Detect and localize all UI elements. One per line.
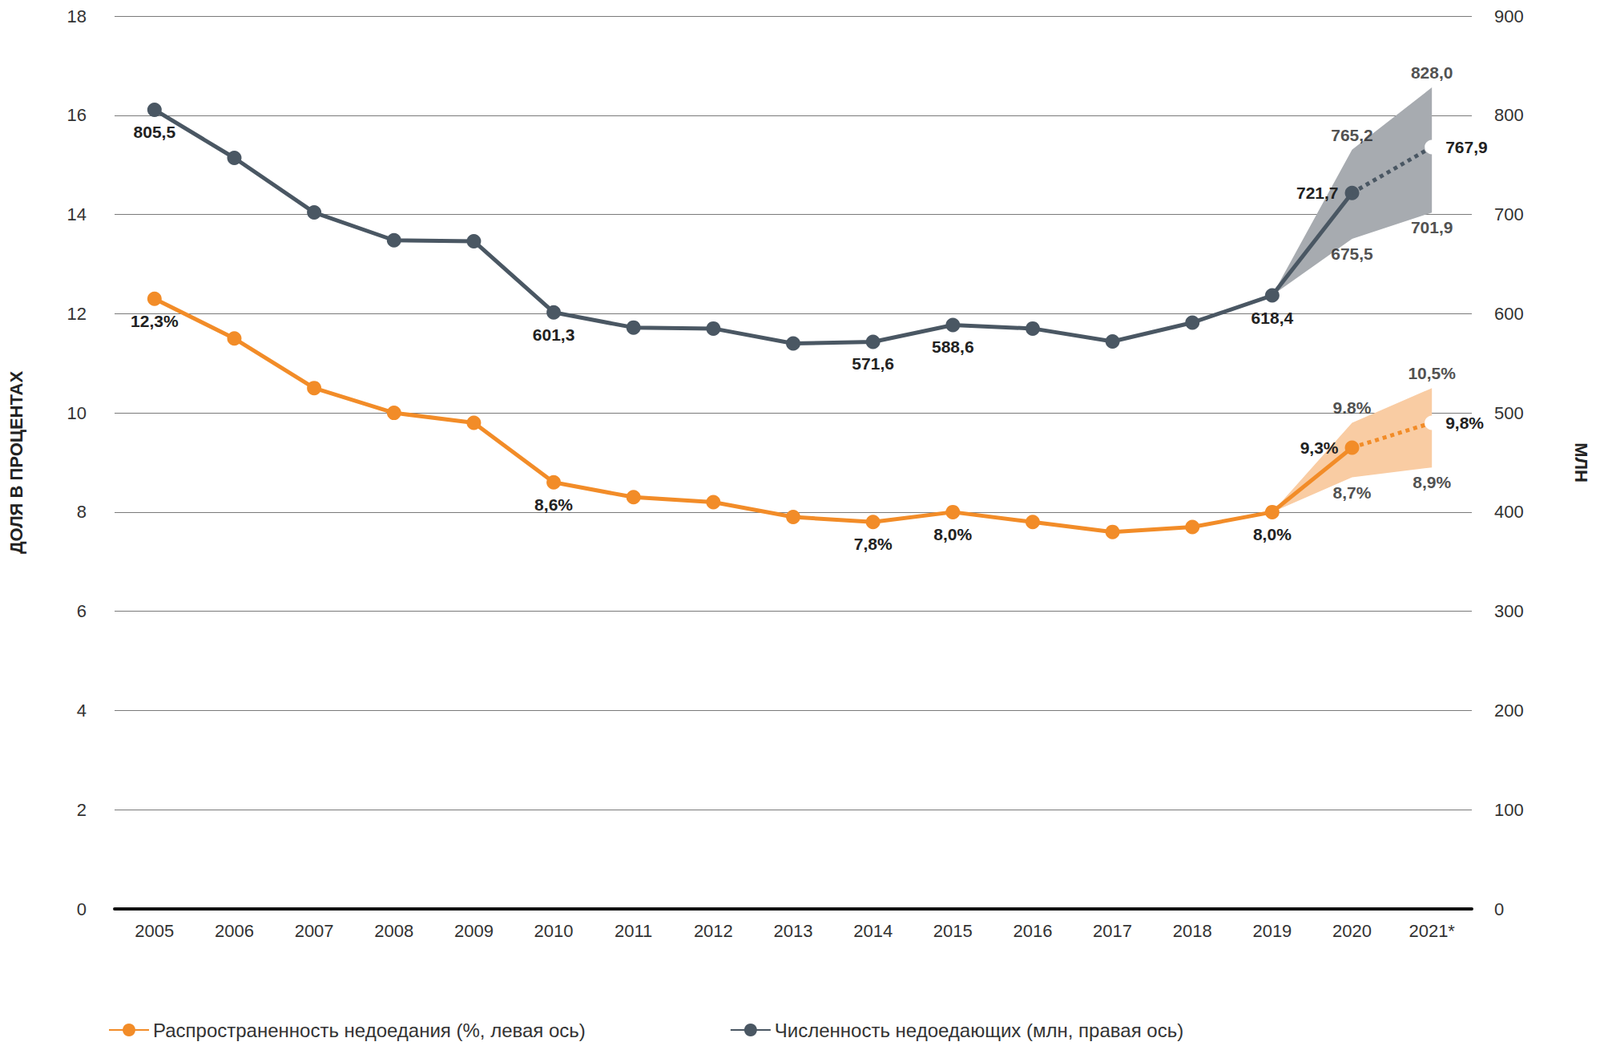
svg-text:0: 0 bbox=[1494, 898, 1504, 919]
svg-text:Распространенность недоедания: Распространенность недоедания (%, левая … bbox=[153, 1019, 586, 1041]
svg-text:10: 10 bbox=[67, 403, 87, 424]
svg-text:МЛН: МЛН bbox=[1571, 442, 1592, 483]
svg-text:701,9: 701,9 bbox=[1410, 217, 1454, 237]
svg-text:2006: 2006 bbox=[214, 920, 254, 941]
svg-text:8,0%: 8,0% bbox=[933, 524, 972, 544]
svg-text:12,3%: 12,3% bbox=[130, 311, 179, 331]
svg-text:2016: 2016 bbox=[1012, 920, 1052, 941]
svg-text:ДОЛЯ В ПРОЦЕНТАХ: ДОЛЯ В ПРОЦЕНТАХ bbox=[6, 370, 27, 554]
svg-text:2005: 2005 bbox=[134, 920, 174, 941]
svg-text:2017: 2017 bbox=[1092, 920, 1133, 941]
svg-text:2: 2 bbox=[76, 799, 87, 820]
svg-text:600: 600 bbox=[1494, 303, 1524, 324]
svg-text:400: 400 bbox=[1494, 501, 1524, 522]
svg-text:18: 18 bbox=[67, 6, 87, 27]
svg-text:8: 8 bbox=[76, 501, 87, 522]
svg-text:7,8%: 7,8% bbox=[854, 534, 893, 553]
svg-text:618,4: 618,4 bbox=[1251, 308, 1294, 327]
svg-text:2013: 2013 bbox=[773, 920, 814, 941]
svg-text:8,6%: 8,6% bbox=[534, 495, 573, 514]
svg-text:10,5%: 10,5% bbox=[1407, 363, 1456, 383]
svg-text:2012: 2012 bbox=[693, 920, 734, 941]
svg-text:805,5: 805,5 bbox=[133, 122, 177, 142]
svg-text:8,9%: 8,9% bbox=[1412, 472, 1451, 492]
svg-text:571,6: 571,6 bbox=[851, 354, 895, 373]
svg-text:2009: 2009 bbox=[454, 920, 494, 941]
svg-text:2014: 2014 bbox=[853, 920, 893, 941]
svg-text:12: 12 bbox=[67, 303, 87, 324]
svg-text:721,7: 721,7 bbox=[1296, 183, 1339, 202]
svg-text:200: 200 bbox=[1494, 700, 1524, 721]
svg-text:16: 16 bbox=[67, 104, 87, 125]
svg-text:765,2: 765,2 bbox=[1330, 125, 1374, 145]
svg-text:0: 0 bbox=[76, 898, 87, 919]
svg-text:2011: 2011 bbox=[614, 920, 653, 941]
svg-text:2015: 2015 bbox=[933, 920, 973, 941]
svg-text:588,6: 588,6 bbox=[931, 337, 975, 356]
svg-text:9,3%: 9,3% bbox=[1300, 438, 1339, 457]
svg-text:900: 900 bbox=[1494, 6, 1524, 27]
svg-text:9.8%: 9.8% bbox=[1333, 398, 1372, 417]
svg-text:6: 6 bbox=[76, 600, 87, 621]
svg-text:8,7%: 8,7% bbox=[1333, 483, 1372, 502]
svg-text:14: 14 bbox=[67, 204, 87, 225]
svg-text:2021*: 2021* bbox=[1408, 920, 1455, 941]
svg-text:Численность недоедающих (млн,: Численность недоедающих (млн, правая ось… bbox=[774, 1019, 1184, 1041]
svg-text:700: 700 bbox=[1494, 204, 1524, 225]
svg-text:675,5: 675,5 bbox=[1330, 244, 1374, 263]
svg-text:2010: 2010 bbox=[534, 920, 574, 941]
svg-text:2007: 2007 bbox=[294, 920, 335, 941]
svg-text:100: 100 bbox=[1494, 799, 1524, 820]
svg-text:4: 4 bbox=[76, 700, 87, 721]
svg-text:828,0: 828,0 bbox=[1410, 63, 1454, 82]
svg-text:2020: 2020 bbox=[1332, 920, 1372, 941]
svg-text:2018: 2018 bbox=[1172, 920, 1213, 941]
svg-text:2019: 2019 bbox=[1252, 920, 1292, 941]
svg-text:2008: 2008 bbox=[374, 920, 414, 941]
svg-text:500: 500 bbox=[1494, 403, 1524, 424]
svg-text:8,0%: 8,0% bbox=[1253, 524, 1292, 544]
svg-text:601,3: 601,3 bbox=[532, 325, 576, 344]
svg-text:767,9: 767,9 bbox=[1445, 137, 1488, 157]
svg-text:800: 800 bbox=[1494, 104, 1524, 125]
svg-text:300: 300 bbox=[1494, 600, 1524, 621]
svg-text:9,8%: 9,8% bbox=[1445, 413, 1484, 432]
